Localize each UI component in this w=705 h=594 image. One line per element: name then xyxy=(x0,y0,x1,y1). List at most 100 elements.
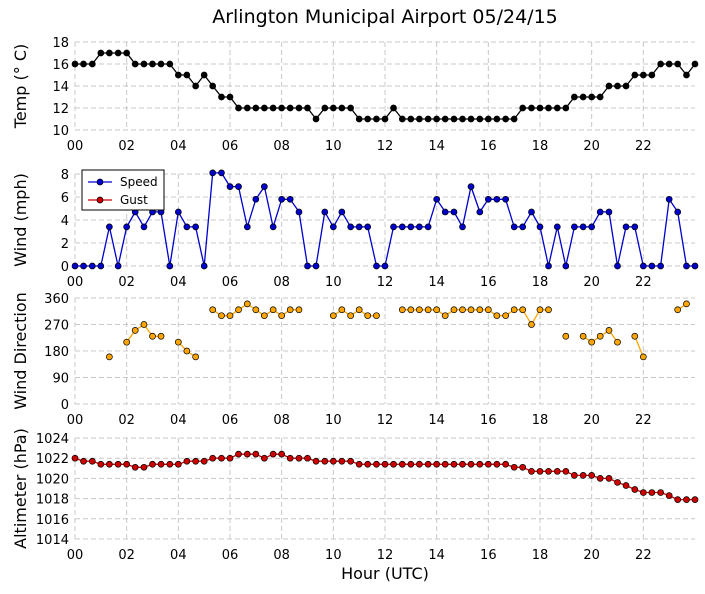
data-point xyxy=(218,93,225,101)
data-point xyxy=(398,460,406,468)
data-point xyxy=(252,306,260,314)
data-point xyxy=(200,71,208,79)
data-point xyxy=(691,60,699,68)
x-axis-label-holder: Hour (UTC) xyxy=(75,564,695,583)
panel-4: 1014 1016 1018 1020 1022 1024 00 02 04 06 08 10 12 14… xyxy=(11,428,699,563)
data-point xyxy=(571,223,578,231)
data-point xyxy=(226,93,234,101)
data-point xyxy=(329,104,337,112)
y-tick-label: 360 xyxy=(44,292,69,307)
data-point xyxy=(166,60,174,68)
data-point xyxy=(321,208,329,216)
data-point xyxy=(114,262,122,270)
data-point xyxy=(192,353,199,361)
x-tick-label: 16 xyxy=(480,275,497,290)
data-point xyxy=(424,223,432,231)
data-point xyxy=(373,312,380,320)
data-point xyxy=(622,482,630,489)
data-point xyxy=(286,454,294,462)
data-point xyxy=(450,306,458,314)
data-point xyxy=(459,460,466,468)
data-point xyxy=(484,460,492,468)
data-point xyxy=(209,169,217,177)
panel-1: 10 12 14 16 18 00 02 04 06 08 10 12 14 16 18 20 22 Temp (… xyxy=(11,36,699,154)
data-point xyxy=(605,208,613,216)
data-point xyxy=(235,183,242,190)
legend: Speed Gust xyxy=(81,169,165,211)
data-point xyxy=(467,306,475,314)
data-point xyxy=(261,104,268,112)
legend-marker xyxy=(96,178,104,186)
data-point xyxy=(588,93,596,101)
data-point xyxy=(373,460,380,468)
data-point xyxy=(622,223,630,231)
data-point xyxy=(364,223,372,231)
x-tick-label: 22 xyxy=(635,548,652,563)
y-tick-label: 0 xyxy=(61,260,69,275)
x-tick-label: 20 xyxy=(583,548,600,563)
x-tick-label: 08 xyxy=(273,275,290,290)
x-tick-label: 20 xyxy=(583,275,600,290)
data-point xyxy=(476,115,484,123)
data-point xyxy=(329,312,337,320)
data-point xyxy=(278,450,286,458)
data-point xyxy=(441,115,449,123)
data-point xyxy=(269,450,277,458)
data-point xyxy=(106,353,113,361)
data-point xyxy=(209,82,217,90)
x-tick-label: 18 xyxy=(532,139,549,154)
data-point xyxy=(321,104,329,112)
data-point xyxy=(355,460,363,468)
data-point xyxy=(347,312,354,320)
data-point xyxy=(614,262,621,270)
data-point xyxy=(338,104,346,112)
data-point xyxy=(639,262,647,270)
y-tick-label: 180 xyxy=(44,345,69,360)
data-point xyxy=(140,60,148,68)
data-point xyxy=(407,306,415,314)
data-point xyxy=(665,60,673,68)
data-point xyxy=(562,104,570,112)
data-point xyxy=(114,49,122,57)
data-point xyxy=(174,71,182,79)
data-point xyxy=(510,463,518,471)
data-point xyxy=(545,306,552,314)
data-point xyxy=(304,454,311,462)
series-line xyxy=(402,309,549,326)
x-tick-label: 10 xyxy=(325,413,342,428)
data-point xyxy=(390,104,397,112)
data-point xyxy=(588,472,596,479)
data-point xyxy=(192,457,199,465)
x-tick-label: 22 xyxy=(635,139,652,154)
legend-label: Gust xyxy=(120,193,148,207)
data-point xyxy=(355,223,363,231)
x-tick-label: 00 xyxy=(67,275,84,290)
data-point xyxy=(373,115,380,123)
x-tick-label: 12 xyxy=(377,413,394,428)
data-point xyxy=(123,460,131,468)
data-point xyxy=(218,312,225,320)
data-point xyxy=(243,450,251,458)
data-point xyxy=(553,104,561,112)
data-point xyxy=(166,460,174,468)
y-tick-label: 2 xyxy=(61,237,69,252)
data-point xyxy=(536,104,544,112)
data-point xyxy=(614,479,621,486)
legend-box xyxy=(81,169,165,211)
data-point xyxy=(286,104,294,112)
data-point xyxy=(519,463,527,471)
data-point xyxy=(407,460,415,468)
y-tick-label: 4 xyxy=(61,214,69,229)
data-point xyxy=(536,306,544,314)
data-point xyxy=(605,327,613,334)
data-point xyxy=(605,475,613,482)
x-tick-label: 22 xyxy=(635,275,652,290)
data-point xyxy=(639,71,647,79)
data-point xyxy=(192,223,199,231)
data-point xyxy=(502,195,509,203)
x-tick-label: 18 xyxy=(532,548,549,563)
x-tick-label: 12 xyxy=(377,548,394,563)
data-point xyxy=(596,475,604,482)
